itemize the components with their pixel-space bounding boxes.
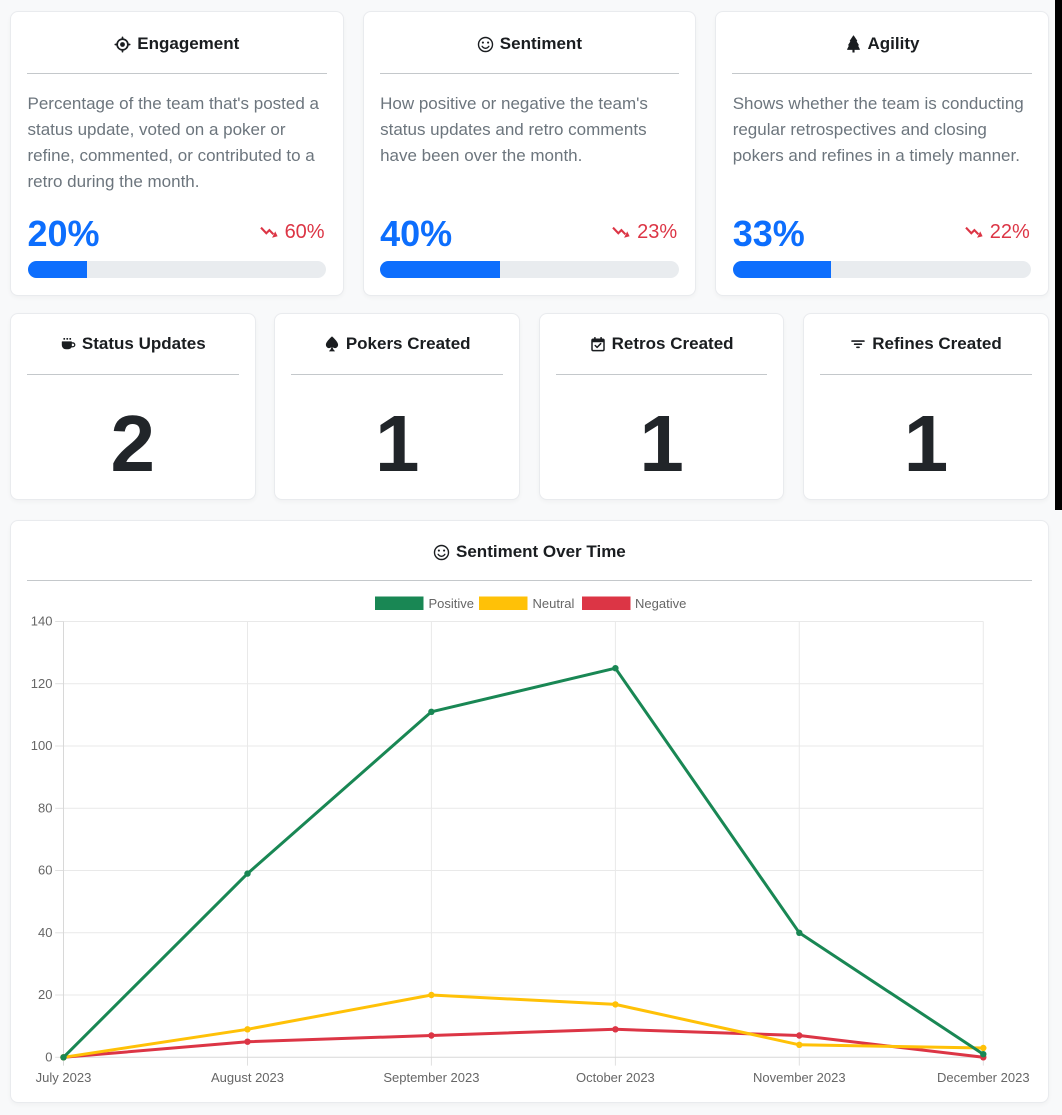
svg-text:December 2023: December 2023: [937, 1070, 1030, 1085]
svg-text:0: 0: [45, 1050, 52, 1065]
svg-text:September 2023: September 2023: [383, 1070, 479, 1085]
svg-text:Neutral: Neutral: [533, 596, 575, 611]
svg-text:140: 140: [31, 614, 53, 629]
svg-text:60: 60: [38, 863, 52, 878]
svg-text:Positive: Positive: [429, 596, 475, 611]
svg-text:40: 40: [38, 925, 52, 940]
svg-text:August 2023: August 2023: [211, 1070, 284, 1085]
svg-text:July 2023: July 2023: [36, 1070, 92, 1085]
svg-text:October 2023: October 2023: [576, 1070, 655, 1085]
svg-text:November 2023: November 2023: [753, 1070, 846, 1085]
svg-text:20: 20: [38, 987, 52, 1002]
svg-text:120: 120: [31, 676, 53, 691]
svg-text:Negative: Negative: [635, 596, 686, 611]
svg-text:100: 100: [31, 738, 53, 753]
svg-text:80: 80: [38, 801, 52, 816]
